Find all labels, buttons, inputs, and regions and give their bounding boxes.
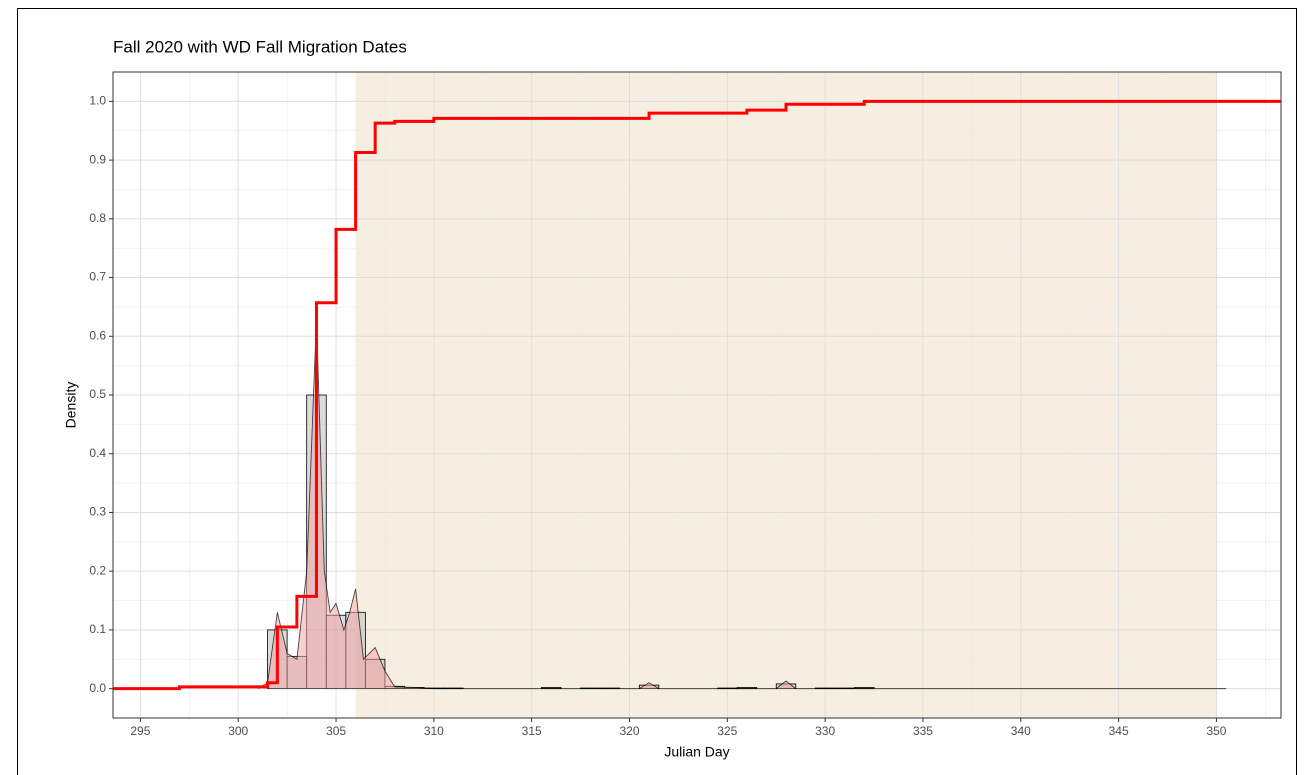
y-tick-label: 1.0: [89, 94, 106, 108]
x-tick-label: 335: [913, 724, 933, 738]
y-tick-label: 0.3: [89, 505, 106, 519]
y-tick-label: 0.9: [89, 152, 106, 166]
x-tick-label: 300: [228, 724, 248, 738]
x-tick-label: 345: [1109, 724, 1129, 738]
x-tick-label: 325: [717, 724, 737, 738]
panel-border: [112, 71, 1282, 719]
x-tick-label: 340: [1011, 724, 1031, 738]
density-line: [257, 318, 1227, 690]
ecdf-line: [113, 99, 1281, 691]
density-area: [257, 318, 1227, 689]
y-axis-label: Density: [63, 382, 79, 429]
y-tick-label: 0.4: [89, 446, 106, 460]
y-tick-label: 0.1: [89, 622, 106, 636]
x-tick-label: 350: [1206, 724, 1226, 738]
x-axis-label: Julian Day: [664, 744, 729, 760]
x-tick-label: 310: [424, 724, 444, 738]
x-tick-label: 320: [619, 724, 639, 738]
y-tick-label: 0.0: [89, 681, 106, 695]
x-tick-label: 295: [130, 724, 150, 738]
y-tick-label: 0.2: [89, 563, 106, 577]
y-tick-label: 0.7: [89, 270, 106, 284]
x-tick-label: 330: [815, 724, 835, 738]
x-tick-label: 305: [326, 724, 346, 738]
chart-title: Fall 2020 with WD Fall Migration Dates: [113, 37, 407, 56]
plot-area: [113, 72, 1281, 718]
x-tick-label: 315: [522, 724, 542, 738]
y-tick-label: 0.6: [89, 328, 106, 342]
y-tick-label: 0.8: [89, 211, 106, 225]
y-tick-label: 0.5: [89, 387, 106, 401]
